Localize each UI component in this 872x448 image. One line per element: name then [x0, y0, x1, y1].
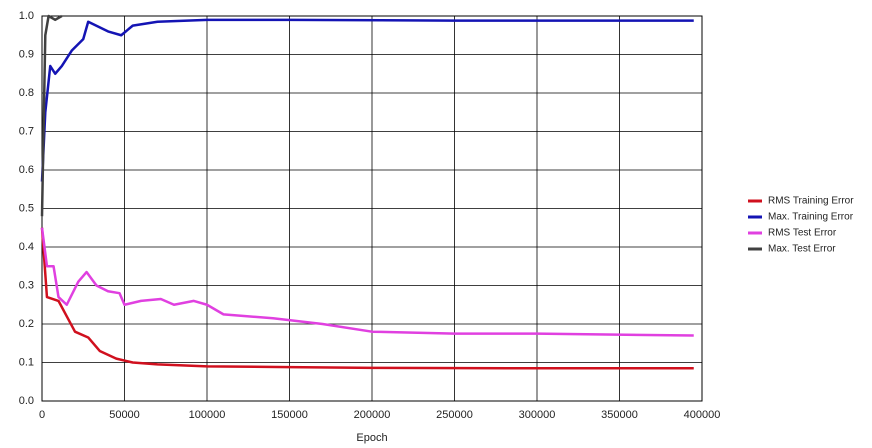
x-tick-label: 100000 [189, 409, 226, 421]
line-series [42, 228, 694, 336]
x-tick-label: 150000 [271, 409, 308, 421]
x-tick-label: 50000 [109, 409, 140, 421]
x-tick-label: 250000 [436, 409, 473, 421]
x-tick-label: 0 [39, 409, 45, 421]
y-tick-label: 0.9 [19, 48, 34, 60]
y-tick-label: 0.8 [19, 87, 34, 99]
y-tick-label: 0.5 [19, 202, 34, 214]
x-tick-label: 400000 [684, 409, 721, 421]
y-tick-label: 0.4 [19, 241, 34, 253]
y-tick-label: 0.3 [19, 279, 34, 291]
line-series [42, 16, 62, 216]
y-tick-label: 1.0 [19, 10, 34, 22]
line-series [42, 20, 694, 182]
y-tick-label: 0.2 [19, 318, 34, 330]
x-tick-label: 300000 [519, 409, 556, 421]
y-tick-label: 0.1 [19, 356, 34, 368]
x-axis-label: Epoch [356, 432, 387, 444]
legend-label: RMS Training Error [768, 196, 854, 207]
line-series [42, 228, 694, 369]
legend-label: Max. Training Error [768, 212, 854, 223]
x-tick-label: 200000 [354, 409, 391, 421]
x-tick-label: 350000 [601, 409, 638, 421]
y-tick-label: 0.6 [19, 164, 34, 176]
legend-label: RMS Test Error [768, 228, 837, 239]
legend-label: Max. Test Error [768, 244, 836, 255]
chart: Epoch 0.0 0.1 0.2 0.3 0.4 0.5 0.6 0.7 0.8 0.9 1.0 0… [0, 0, 872, 448]
y-tick-label: 0.0 [19, 395, 34, 407]
y-tick-label: 0.7 [19, 125, 34, 137]
